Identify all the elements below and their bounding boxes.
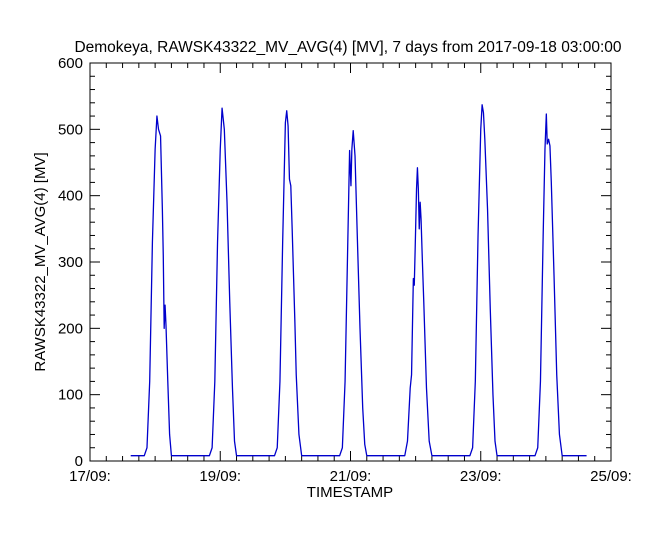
y-tick-label: 0 [75,453,83,470]
y-tick-label: 600 [58,55,83,72]
y-axis: 0 100 200 300 400 500 600 [58,55,611,470]
chart-title: Demokeya, RAWSK43322_MV_AVG(4) [MV], 7 d… [74,39,621,56]
y-tick-label: 400 [58,188,83,205]
y-tick-label: 500 [58,121,83,138]
x-axis: 17/09: 19/09: 21/09: 23/09: 25/09: [69,63,632,485]
series-layer [130,104,587,457]
y-tick-label: 200 [58,320,83,337]
x-tick-label: 21/09: [330,468,372,485]
x-tick-label: 23/09: [460,468,502,485]
x-tick-label: 19/09: [199,468,241,485]
x-tick-label: 25/09: [590,468,632,485]
series-line-0 [130,104,587,457]
x-axis-title: TIMESTAMP [307,484,393,501]
y-axis-title: RAWSK43322_MV_AVG(4) [MV] [32,152,49,371]
y-tick-label: 100 [58,387,83,404]
x-tick-label: 17/09: [69,468,111,485]
y-tick-label: 300 [58,254,83,271]
